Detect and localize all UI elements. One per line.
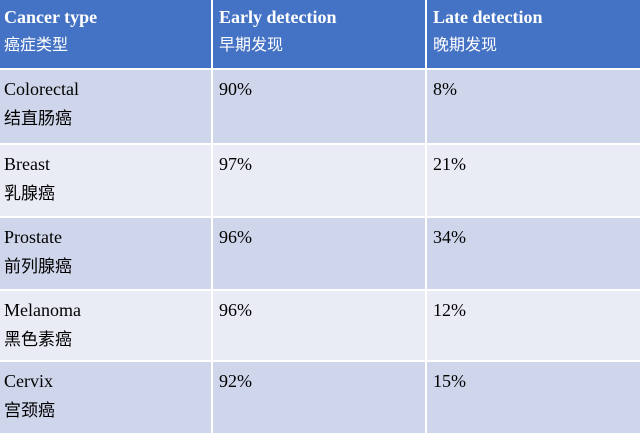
early-detection-cell: 96% [212, 290, 426, 361]
cancer-type-zh: 前列腺癌 [4, 257, 72, 277]
table-row-type-cell: Melanoma 黑色素癌 [0, 290, 212, 361]
cancer-type-zh: 结直肠癌 [4, 109, 72, 129]
late-detection-cell: 21% [426, 144, 640, 217]
late-detection-cell: 8% [426, 69, 640, 144]
cancer-type-en: Prostate [4, 227, 62, 247]
early-detection-cell: 92% [212, 361, 426, 433]
row-divider [0, 143, 640, 145]
row-divider [0, 216, 640, 218]
cancer-type-en: Cervix [4, 371, 53, 391]
cancer-type-en: Breast [4, 154, 50, 174]
early-detection-cell: 97% [212, 144, 426, 217]
header-early-detection-zh: 早期发现 [219, 35, 284, 54]
cancer-type-zh: 乳腺癌 [4, 184, 55, 204]
early-detection-cell: 96% [212, 217, 426, 290]
early-detection-cell: 90% [212, 69, 426, 144]
cancer-type-en: Colorectal [4, 79, 79, 99]
cancer-type-zh: 黑色素癌 [4, 330, 72, 350]
table-row-type-cell: Prostate 前列腺癌 [0, 217, 212, 290]
cancer-type-zh: 宫颈癌 [4, 401, 55, 421]
table-row-type-cell: Breast 乳腺癌 [0, 144, 212, 217]
cancer-type-en: Melanoma [4, 300, 81, 320]
header-cancer-type-en: Cancer type [4, 7, 98, 27]
header-late-detection: Late detection 晚期发现 [426, 0, 640, 69]
header-cancer-type-zh: 癌症类型 [4, 35, 69, 54]
header-late-detection-en: Late detection [433, 7, 543, 27]
late-detection-cell: 34% [426, 217, 640, 290]
late-detection-cell: 12% [426, 290, 640, 361]
row-divider [0, 289, 640, 291]
table-row-type-cell: Cervix 宫颈癌 [0, 361, 212, 433]
header-early-detection: Early detection 早期发现 [212, 0, 426, 69]
late-detection-cell: 15% [426, 361, 640, 433]
header-early-detection-en: Early detection [219, 7, 337, 27]
header-late-detection-zh: 晚期发现 [433, 35, 498, 54]
table-row-type-cell: Colorectal 结直肠癌 [0, 69, 212, 144]
row-divider [0, 360, 640, 362]
row-divider [0, 68, 640, 70]
header-cancer-type: Cancer type 癌症类型 [0, 0, 212, 69]
